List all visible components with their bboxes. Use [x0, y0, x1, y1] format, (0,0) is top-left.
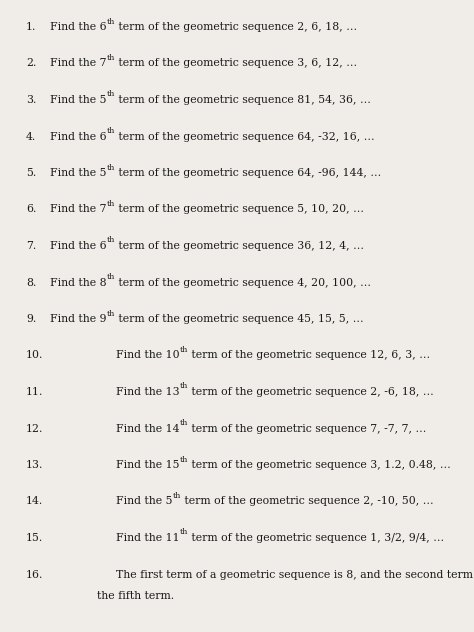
Text: 11.: 11. — [26, 387, 44, 397]
Text: Find the 7: Find the 7 — [50, 205, 106, 214]
Text: term of the geometric sequence 2, 6, 18, …: term of the geometric sequence 2, 6, 18,… — [115, 22, 357, 32]
Text: th: th — [180, 382, 188, 391]
Text: 6.: 6. — [26, 205, 36, 214]
Text: th: th — [180, 528, 188, 537]
Text: term of the geometric sequence 12, 6, 3, …: term of the geometric sequence 12, 6, 3,… — [188, 351, 430, 360]
Text: th: th — [106, 236, 115, 245]
Text: Find the 6: Find the 6 — [50, 241, 106, 251]
Text: th: th — [180, 456, 188, 463]
Text: th: th — [180, 419, 188, 427]
Text: 10.: 10. — [26, 351, 44, 360]
Text: term of the geometric sequence 45, 15, 5, …: term of the geometric sequence 45, 15, 5… — [115, 314, 363, 324]
Text: Find the 5: Find the 5 — [50, 168, 106, 178]
Text: term of the geometric sequence 1, 3/2, 9/4, …: term of the geometric sequence 1, 3/2, 9… — [188, 533, 444, 543]
Text: term of the geometric sequence 81, 54, 36, …: term of the geometric sequence 81, 54, 3… — [115, 95, 371, 105]
Text: th: th — [106, 18, 115, 25]
Text: Find the 8: Find the 8 — [50, 277, 106, 288]
Text: th: th — [106, 310, 115, 317]
Text: 12.: 12. — [26, 423, 44, 434]
Text: term of the geometric sequence 2, -6, 18, …: term of the geometric sequence 2, -6, 18… — [188, 387, 434, 397]
Text: 9.: 9. — [26, 314, 36, 324]
Text: 5.: 5. — [26, 168, 36, 178]
Text: Find the 15: Find the 15 — [116, 460, 180, 470]
Text: Find the 7: Find the 7 — [50, 59, 106, 68]
Text: term of the geometric sequence 3, 1.2, 0.48, …: term of the geometric sequence 3, 1.2, 0… — [188, 460, 451, 470]
Text: term of the geometric sequence 2, -10, 50, …: term of the geometric sequence 2, -10, 5… — [181, 497, 434, 506]
Text: th: th — [180, 346, 188, 354]
Text: 2.: 2. — [26, 59, 36, 68]
Text: th: th — [106, 273, 115, 281]
Text: 7.: 7. — [26, 241, 36, 251]
Text: Find the 13: Find the 13 — [116, 387, 180, 397]
Text: Find the 14: Find the 14 — [116, 423, 180, 434]
Text: term of the geometric sequence 7, -7, 7, …: term of the geometric sequence 7, -7, 7,… — [188, 423, 427, 434]
Text: Find the 6: Find the 6 — [50, 22, 106, 32]
Text: 8.: 8. — [26, 277, 36, 288]
Text: th: th — [106, 90, 115, 99]
Text: the fifth term.: the fifth term. — [97, 592, 174, 602]
Text: 15.: 15. — [26, 533, 43, 543]
Text: term of the geometric sequence 36, 12, 4, …: term of the geometric sequence 36, 12, 4… — [115, 241, 364, 251]
Text: th: th — [106, 164, 115, 171]
Text: th: th — [106, 200, 115, 208]
Text: term of the geometric sequence 64, -96, 144, …: term of the geometric sequence 64, -96, … — [115, 168, 381, 178]
Text: 14.: 14. — [26, 497, 43, 506]
Text: 1.: 1. — [26, 22, 36, 32]
Text: term of the geometric sequence 5, 10, 20, …: term of the geometric sequence 5, 10, 20… — [115, 205, 364, 214]
Text: Find the 6: Find the 6 — [50, 131, 106, 142]
Text: term of the geometric sequence 3, 6, 12, …: term of the geometric sequence 3, 6, 12,… — [115, 59, 357, 68]
Text: 4.: 4. — [26, 131, 36, 142]
Text: term of the geometric sequence 4, 20, 100, …: term of the geometric sequence 4, 20, 10… — [115, 277, 371, 288]
Text: Find the 10: Find the 10 — [116, 351, 180, 360]
Text: 13.: 13. — [26, 460, 44, 470]
Text: Find the 9: Find the 9 — [50, 314, 106, 324]
Text: The first term of a geometric sequence is 8, and the second term is 4. Find: The first term of a geometric sequence i… — [116, 569, 474, 580]
Text: Find the 11: Find the 11 — [116, 533, 180, 543]
Text: term of the geometric sequence 64, -32, 16, …: term of the geometric sequence 64, -32, … — [115, 131, 374, 142]
Text: th: th — [106, 54, 115, 62]
Text: th: th — [106, 127, 115, 135]
Text: th: th — [173, 492, 181, 500]
Text: Find the 5: Find the 5 — [50, 95, 106, 105]
Text: 3.: 3. — [26, 95, 36, 105]
Text: Find the 5: Find the 5 — [116, 497, 173, 506]
Text: 16.: 16. — [26, 569, 44, 580]
